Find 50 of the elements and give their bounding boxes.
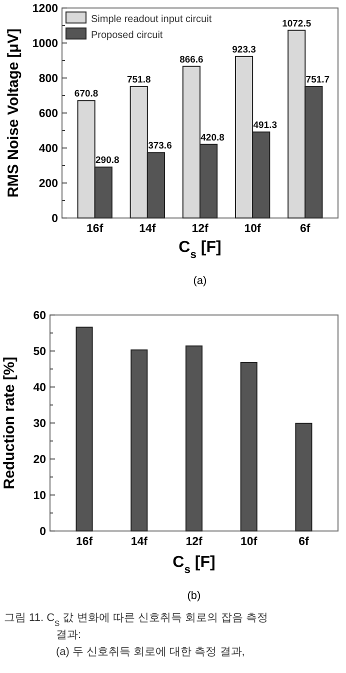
y-tick-label: 0 — [52, 213, 58, 225]
x-tick-label: 12f — [192, 223, 208, 235]
y-tick-label: 60 — [33, 310, 46, 322]
x-tick-label: 10f — [244, 223, 262, 235]
data-label: 751.7 — [306, 74, 330, 86]
bar — [130, 349, 148, 532]
legend-label: Simple readout input circuit — [91, 14, 212, 25]
y-tick-label: 400 — [38, 143, 58, 155]
caption: 그림 11. C$_{S}$ 값 변화에 따른 신호취득 회로의 잡음 측정 — [4, 612, 268, 628]
data-label: 420.8 — [200, 132, 224, 144]
y-tick-label: 800 — [38, 73, 58, 85]
x-axis-title: C$_{s}$ [F] — [172, 554, 216, 576]
data-label: 751.8 — [126, 74, 151, 86]
y-tick-label: 50 — [33, 346, 46, 358]
legend-label: Proposed circuit — [91, 30, 163, 41]
y-tick-label: 1200 — [32, 3, 58, 15]
data-label: 491.3 — [253, 120, 278, 132]
x-tick-label: 10f — [240, 536, 258, 548]
x-tick-label: 14f — [139, 223, 156, 235]
bar — [76, 326, 93, 532]
data-label: 290.8 — [96, 155, 120, 166]
y-axis-title: Reduction rate [%] — [1, 356, 18, 490]
y-tick-label: 40 — [33, 382, 46, 394]
text: 결과: — [56, 629, 82, 641]
x-tick-label: 12f — [186, 536, 202, 548]
data-label: 866.6 — [180, 54, 204, 66]
x-tick-label: 16f — [76, 536, 93, 548]
y-tick-label: 20 — [33, 454, 46, 466]
y-tick-label: 30 — [33, 418, 46, 430]
data-label: 373.6 — [148, 140, 172, 152]
data-label: 1072.5 — [282, 18, 312, 30]
bar — [240, 362, 258, 532]
y-axis-title: RMS Noise Voltage [μV] — [5, 28, 22, 198]
bar — [295, 422, 312, 532]
text: (a) — [193, 275, 207, 287]
y-tick-label: 1000 — [32, 38, 58, 50]
x-axis-title: C$_{s}$ [F] — [178, 239, 222, 261]
text: (a) 두 신호취득 회로에 대한 측정 결과, — [56, 646, 245, 658]
y-tick-label: 200 — [38, 178, 58, 190]
y-tick-label: 600 — [38, 108, 58, 120]
x-tick-label: 14f — [130, 536, 148, 548]
y-tick-label: 0 — [40, 526, 46, 538]
data-label: 670.8 — [74, 88, 98, 100]
x-tick-label: 16f — [86, 223, 104, 235]
data-label: 923.3 — [232, 44, 256, 56]
text: (b) — [187, 590, 201, 602]
bar — [185, 345, 203, 532]
x-tick-label: 6f — [300, 223, 310, 235]
x-tick-label: 6f — [298, 536, 309, 548]
y-tick-label: 10 — [33, 490, 46, 502]
